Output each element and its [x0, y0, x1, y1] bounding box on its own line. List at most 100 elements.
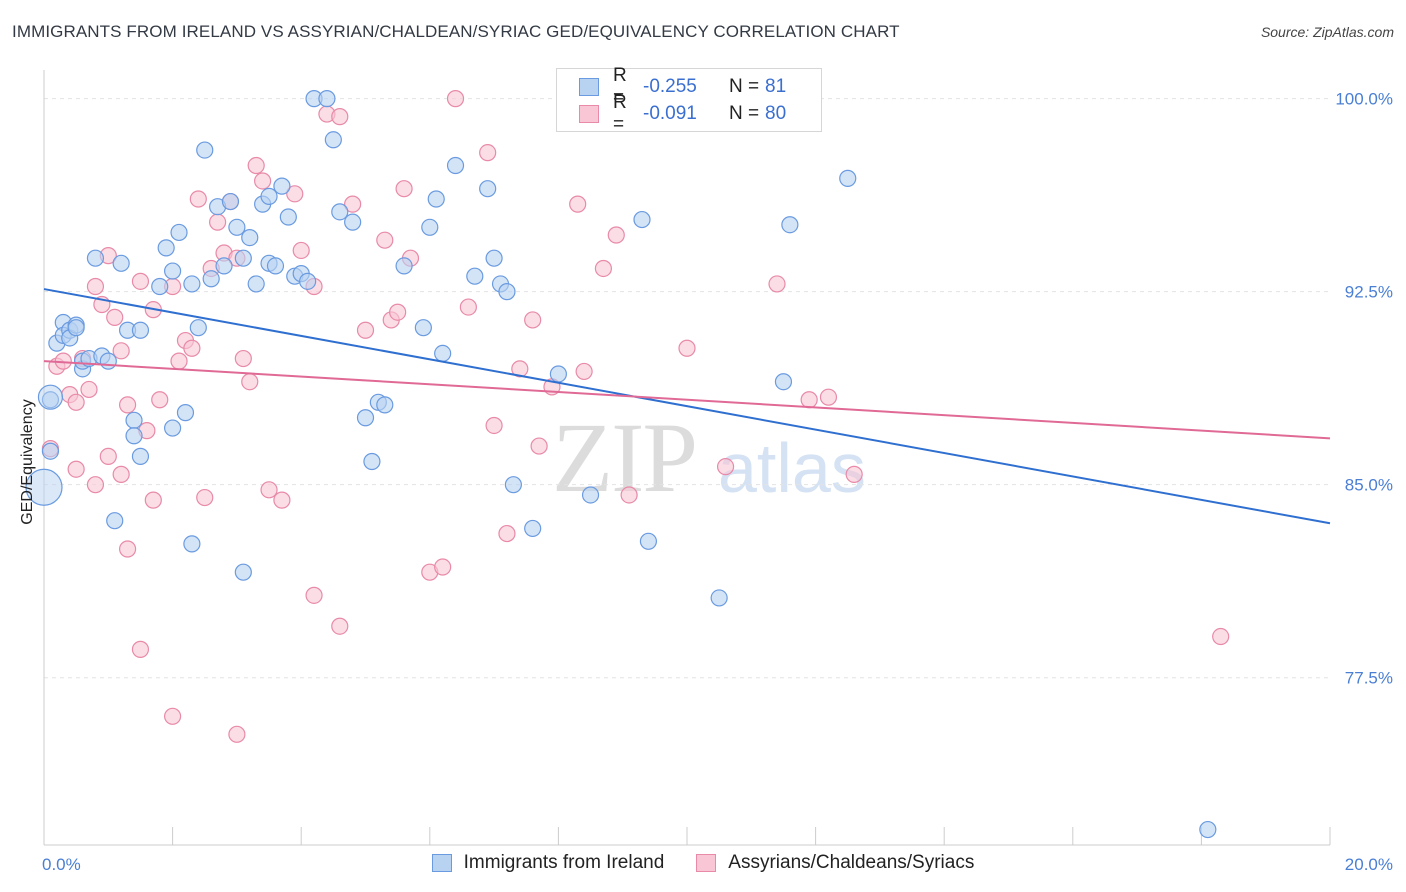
legend-label-ireland: Immigrants from Ireland [463, 852, 665, 873]
data-point-assyrian [819, 388, 838, 406]
data-point-assyrian [479, 144, 497, 162]
data-point-ireland [112, 254, 130, 272]
data-point-ireland [125, 411, 143, 429]
data-point-assyrian [569, 195, 587, 213]
data-point-ireland [710, 589, 728, 607]
grid-lines [44, 98, 1330, 679]
data-point-ireland [427, 190, 445, 208]
chart-title: IMMIGRANTS FROM IRELAND VS ASSYRIAN/CHAL… [12, 22, 900, 41]
data-point-assyrian [99, 447, 117, 465]
data-point-ireland [215, 257, 233, 275]
data-point-assyrian [131, 640, 150, 658]
data-point-assyrian [80, 380, 98, 399]
data-point-ireland [86, 249, 105, 267]
data-point-ireland [498, 283, 516, 301]
data-point-ireland [1199, 820, 1217, 839]
data-point-ireland [479, 180, 497, 198]
data-point-assyrian [344, 195, 362, 213]
data-point-assyrian [716, 458, 735, 476]
watermark-atlas: atlas [718, 429, 866, 507]
data-point-ireland [183, 535, 201, 553]
y-axis-label: GED/Equivalency [19, 399, 36, 524]
data-point-assyrian [678, 339, 696, 357]
data-point-assyrian [485, 416, 503, 435]
legend-swatch-assyrian [696, 854, 717, 872]
legend-item-ireland[interactable]: Immigrants from Ireland [431, 852, 665, 874]
data-point-ireland [299, 272, 317, 290]
data-point-ireland [839, 169, 857, 187]
y-tick-label: 100.0% [1335, 90, 1393, 109]
data-point-assyrian [620, 486, 638, 504]
data-point-ireland [331, 203, 349, 221]
data-point-ireland [196, 141, 214, 159]
data-point-assyrian [305, 586, 323, 604]
data-point-assyrian [86, 476, 105, 494]
data-point-ireland-large [25, 468, 63, 506]
legend-r-label: R = [613, 65, 627, 108]
y-tick-labels: 77.5% 85.0% 92.5% 100.0% [1335, 90, 1393, 688]
data-point-assyrian [106, 308, 124, 326]
data-point-ireland [164, 262, 182, 280]
legend-n-label: N = [729, 76, 760, 97]
data-point-ireland [633, 210, 651, 229]
data-point-ireland [221, 192, 240, 211]
trend-line-ireland [43, 288, 1331, 525]
data-point-assyrian [511, 360, 529, 378]
data-point-ireland [414, 319, 432, 337]
data-point-assyrian [247, 156, 265, 175]
legend-r-value-ireland: -0.255 [643, 76, 697, 97]
data-point-assyrian [594, 259, 613, 278]
data-point-assyrian [67, 460, 85, 478]
data-point-ireland [131, 321, 150, 339]
data-point-assyrian [196, 488, 214, 507]
data-point-ireland [446, 156, 465, 175]
data-point-ireland [234, 563, 252, 581]
legend-label-assyrian: Assyrians/Chaldeans/Syriacs [728, 852, 975, 873]
legend-n-value-assyrian: 80 [765, 103, 787, 124]
data-point-ireland [170, 223, 188, 242]
data-point-assyrian [331, 108, 349, 126]
data-point-assyrian [446, 90, 465, 108]
data-point-assyrian [845, 465, 863, 483]
data-point-assyrian [151, 391, 169, 409]
data-point-ireland [376, 396, 394, 414]
data-point-ireland [125, 427, 143, 445]
data-point-ireland [247, 275, 265, 293]
data-point-assyrian [395, 180, 413, 198]
data-point-assyrian [800, 391, 818, 409]
data-point-ireland [421, 218, 439, 236]
data-point-assyrian [118, 396, 137, 414]
data-point-ireland-large [37, 384, 64, 410]
legend-r-label: R = [613, 92, 627, 135]
data-point-ireland [241, 228, 259, 247]
data-point-ireland [279, 208, 297, 226]
data-point-ireland [273, 177, 291, 195]
series-ireland-points [25, 90, 1217, 839]
data-point-assyrian [498, 524, 516, 543]
data-point-ireland [466, 267, 484, 285]
legend-n-value-ireland: 81 [765, 76, 787, 97]
trend-lines [43, 288, 1331, 525]
data-point-assyrian [112, 342, 130, 360]
data-point-assyrian [607, 226, 625, 244]
legend-item-assyrian[interactable]: Assyrians/Chaldeans/Syriacs [696, 852, 974, 874]
data-point-ireland [324, 131, 342, 149]
data-point-assyrian [254, 172, 272, 190]
data-point-assyrian [131, 272, 150, 290]
y-tick-label: 85.0% [1345, 476, 1393, 495]
data-point-assyrian [112, 465, 130, 483]
legend-swatch-ireland [431, 854, 452, 872]
data-point-ireland [266, 257, 285, 275]
legend-swatch-ireland [579, 78, 599, 96]
data-point-assyrian [376, 231, 394, 249]
data-point-ireland [549, 365, 568, 383]
data-point-assyrian [144, 491, 162, 509]
data-point-ireland [67, 319, 85, 337]
data-point-assyrian [234, 349, 252, 368]
data-point-assyrian [209, 213, 227, 231]
data-point-assyrian [86, 277, 105, 296]
data-point-ireland [157, 239, 175, 257]
data-point-assyrian [331, 617, 349, 635]
legend-row-assyrian: R = -0.091 N = 80 [579, 92, 787, 135]
